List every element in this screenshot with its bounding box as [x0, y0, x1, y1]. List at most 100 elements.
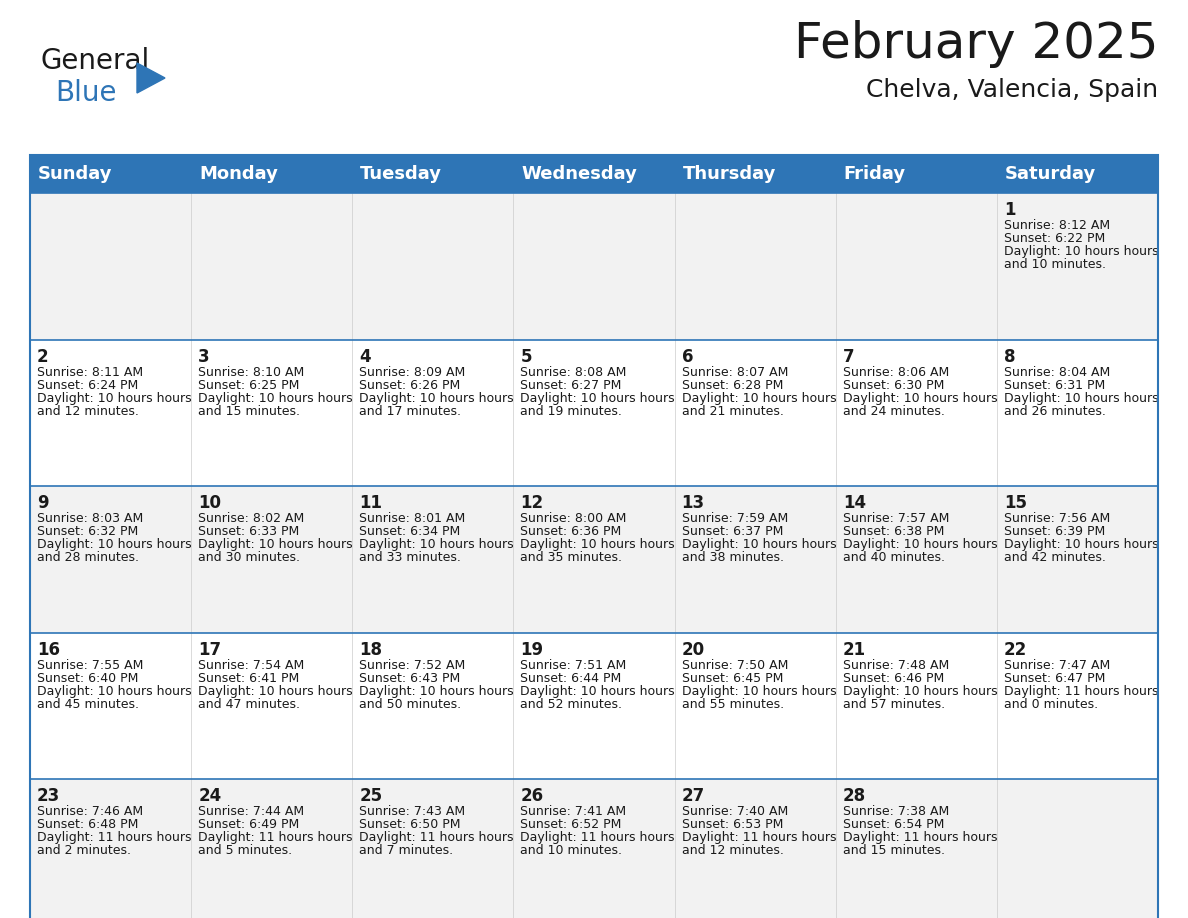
Text: Daylight: 10 hours hours: Daylight: 10 hours hours [37, 538, 191, 551]
Text: Daylight: 10 hours hours: Daylight: 10 hours hours [520, 685, 675, 698]
Text: and 15 minutes.: and 15 minutes. [198, 405, 301, 418]
Text: 23: 23 [37, 788, 61, 805]
Text: 12: 12 [520, 494, 544, 512]
Text: Daylight: 10 hours hours: Daylight: 10 hours hours [1004, 538, 1158, 551]
Text: Sunrise: 7:54 AM: Sunrise: 7:54 AM [198, 659, 304, 672]
Text: and 33 minutes.: and 33 minutes. [359, 551, 461, 565]
Text: Sunset: 6:33 PM: Sunset: 6:33 PM [198, 525, 299, 538]
Text: Daylight: 11 hours hours: Daylight: 11 hours hours [842, 832, 997, 845]
Text: Daylight: 10 hours hours: Daylight: 10 hours hours [198, 538, 353, 551]
Text: and 50 minutes.: and 50 minutes. [359, 698, 461, 711]
Text: Sunrise: 8:08 AM: Sunrise: 8:08 AM [520, 365, 627, 378]
Text: 26: 26 [520, 788, 544, 805]
Text: Sunrise: 7:44 AM: Sunrise: 7:44 AM [198, 805, 304, 819]
Text: 1: 1 [1004, 201, 1016, 219]
Text: Sunset: 6:24 PM: Sunset: 6:24 PM [37, 378, 138, 392]
Text: and 35 minutes.: and 35 minutes. [520, 551, 623, 565]
Text: 2: 2 [37, 348, 49, 365]
Text: Sunrise: 8:11 AM: Sunrise: 8:11 AM [37, 365, 143, 378]
Text: Daylight: 10 hours hours: Daylight: 10 hours hours [520, 538, 675, 551]
Text: Sunrise: 8:10 AM: Sunrise: 8:10 AM [198, 365, 304, 378]
Text: 4: 4 [359, 348, 371, 365]
Text: and 17 minutes.: and 17 minutes. [359, 405, 461, 418]
Text: and 10 minutes.: and 10 minutes. [1004, 258, 1106, 271]
Text: February 2025: February 2025 [794, 20, 1158, 68]
Text: Sunset: 6:30 PM: Sunset: 6:30 PM [842, 378, 944, 392]
Text: and 40 minutes.: and 40 minutes. [842, 551, 944, 565]
Text: 6: 6 [682, 348, 693, 365]
Text: 22: 22 [1004, 641, 1028, 659]
Text: Chelva, Valencia, Spain: Chelva, Valencia, Spain [866, 78, 1158, 102]
Text: Monday: Monday [200, 165, 278, 183]
Text: Sunset: 6:54 PM: Sunset: 6:54 PM [842, 819, 944, 832]
Text: 27: 27 [682, 788, 704, 805]
Text: 24: 24 [198, 788, 221, 805]
Text: Sunset: 6:47 PM: Sunset: 6:47 PM [1004, 672, 1105, 685]
Text: Sunset: 6:39 PM: Sunset: 6:39 PM [1004, 525, 1105, 538]
Text: Sunset: 6:32 PM: Sunset: 6:32 PM [37, 525, 138, 538]
Text: Sunset: 6:25 PM: Sunset: 6:25 PM [198, 378, 299, 392]
Text: Daylight: 10 hours hours: Daylight: 10 hours hours [198, 392, 353, 405]
Text: Sunset: 6:38 PM: Sunset: 6:38 PM [842, 525, 944, 538]
Text: Daylight: 11 hours hours: Daylight: 11 hours hours [520, 832, 675, 845]
Text: Sunrise: 7:38 AM: Sunrise: 7:38 AM [842, 805, 949, 819]
Text: Daylight: 10 hours hours: Daylight: 10 hours hours [1004, 245, 1158, 258]
Text: Sunset: 6:28 PM: Sunset: 6:28 PM [682, 378, 783, 392]
Text: 17: 17 [198, 641, 221, 659]
Text: Daylight: 11 hours hours: Daylight: 11 hours hours [682, 832, 836, 845]
Polygon shape [137, 63, 165, 93]
Text: Sunrise: 8:01 AM: Sunrise: 8:01 AM [359, 512, 466, 525]
Text: General: General [40, 47, 150, 75]
Text: and 10 minutes.: and 10 minutes. [520, 845, 623, 857]
Text: Sunrise: 8:12 AM: Sunrise: 8:12 AM [1004, 219, 1110, 232]
Text: Daylight: 10 hours hours: Daylight: 10 hours hours [682, 685, 836, 698]
Text: Sunset: 6:48 PM: Sunset: 6:48 PM [37, 819, 138, 832]
Text: Sunrise: 7:51 AM: Sunrise: 7:51 AM [520, 659, 627, 672]
Text: Daylight: 10 hours hours: Daylight: 10 hours hours [520, 392, 675, 405]
Bar [30, 340, 1158, 487]
Text: and 42 minutes.: and 42 minutes. [1004, 551, 1106, 565]
Text: and 12 minutes.: and 12 minutes. [37, 405, 139, 418]
Text: Sunrise: 7:59 AM: Sunrise: 7:59 AM [682, 512, 788, 525]
Text: Saturday: Saturday [1005, 165, 1097, 183]
Text: Sunrise: 7:41 AM: Sunrise: 7:41 AM [520, 805, 626, 819]
Text: 16: 16 [37, 641, 61, 659]
Text: Sunrise: 8:02 AM: Sunrise: 8:02 AM [198, 512, 304, 525]
Bar [30, 155, 1158, 918]
Text: Sunrise: 7:55 AM: Sunrise: 7:55 AM [37, 659, 144, 672]
Text: Sunset: 6:53 PM: Sunset: 6:53 PM [682, 819, 783, 832]
Bar [30, 779, 1158, 918]
Text: 10: 10 [198, 494, 221, 512]
Text: Sunrise: 7:50 AM: Sunrise: 7:50 AM [682, 659, 788, 672]
Text: Sunrise: 8:09 AM: Sunrise: 8:09 AM [359, 365, 466, 378]
Text: Sunrise: 7:48 AM: Sunrise: 7:48 AM [842, 659, 949, 672]
Text: Daylight: 10 hours hours: Daylight: 10 hours hours [842, 392, 998, 405]
Text: 3: 3 [198, 348, 210, 365]
Text: and 19 minutes.: and 19 minutes. [520, 405, 623, 418]
Text: Wednesday: Wednesday [522, 165, 637, 183]
Text: Sunset: 6:49 PM: Sunset: 6:49 PM [198, 819, 299, 832]
Text: Sunset: 6:22 PM: Sunset: 6:22 PM [1004, 232, 1105, 245]
Text: and 24 minutes.: and 24 minutes. [842, 405, 944, 418]
Text: Daylight: 10 hours hours: Daylight: 10 hours hours [682, 538, 836, 551]
Text: Sunset: 6:46 PM: Sunset: 6:46 PM [842, 672, 944, 685]
Text: Sunrise: 7:56 AM: Sunrise: 7:56 AM [1004, 512, 1110, 525]
Text: and 28 minutes.: and 28 minutes. [37, 551, 139, 565]
Text: Daylight: 11 hours hours: Daylight: 11 hours hours [1004, 685, 1158, 698]
Text: Sunset: 6:31 PM: Sunset: 6:31 PM [1004, 378, 1105, 392]
Text: Sunset: 6:36 PM: Sunset: 6:36 PM [520, 525, 621, 538]
Text: and 2 minutes.: and 2 minutes. [37, 845, 131, 857]
Text: and 57 minutes.: and 57 minutes. [842, 698, 944, 711]
Text: Sunset: 6:52 PM: Sunset: 6:52 PM [520, 819, 621, 832]
Text: 7: 7 [842, 348, 854, 365]
Text: Sunrise: 7:52 AM: Sunrise: 7:52 AM [359, 659, 466, 672]
Text: Sunset: 6:43 PM: Sunset: 6:43 PM [359, 672, 461, 685]
Text: Sunset: 6:26 PM: Sunset: 6:26 PM [359, 378, 461, 392]
Text: 13: 13 [682, 494, 704, 512]
Text: Sunset: 6:40 PM: Sunset: 6:40 PM [37, 672, 138, 685]
Text: Daylight: 11 hours hours: Daylight: 11 hours hours [198, 832, 353, 845]
Text: Sunset: 6:44 PM: Sunset: 6:44 PM [520, 672, 621, 685]
Text: Blue: Blue [55, 79, 116, 107]
Text: 25: 25 [359, 788, 383, 805]
Text: Sunset: 6:37 PM: Sunset: 6:37 PM [682, 525, 783, 538]
